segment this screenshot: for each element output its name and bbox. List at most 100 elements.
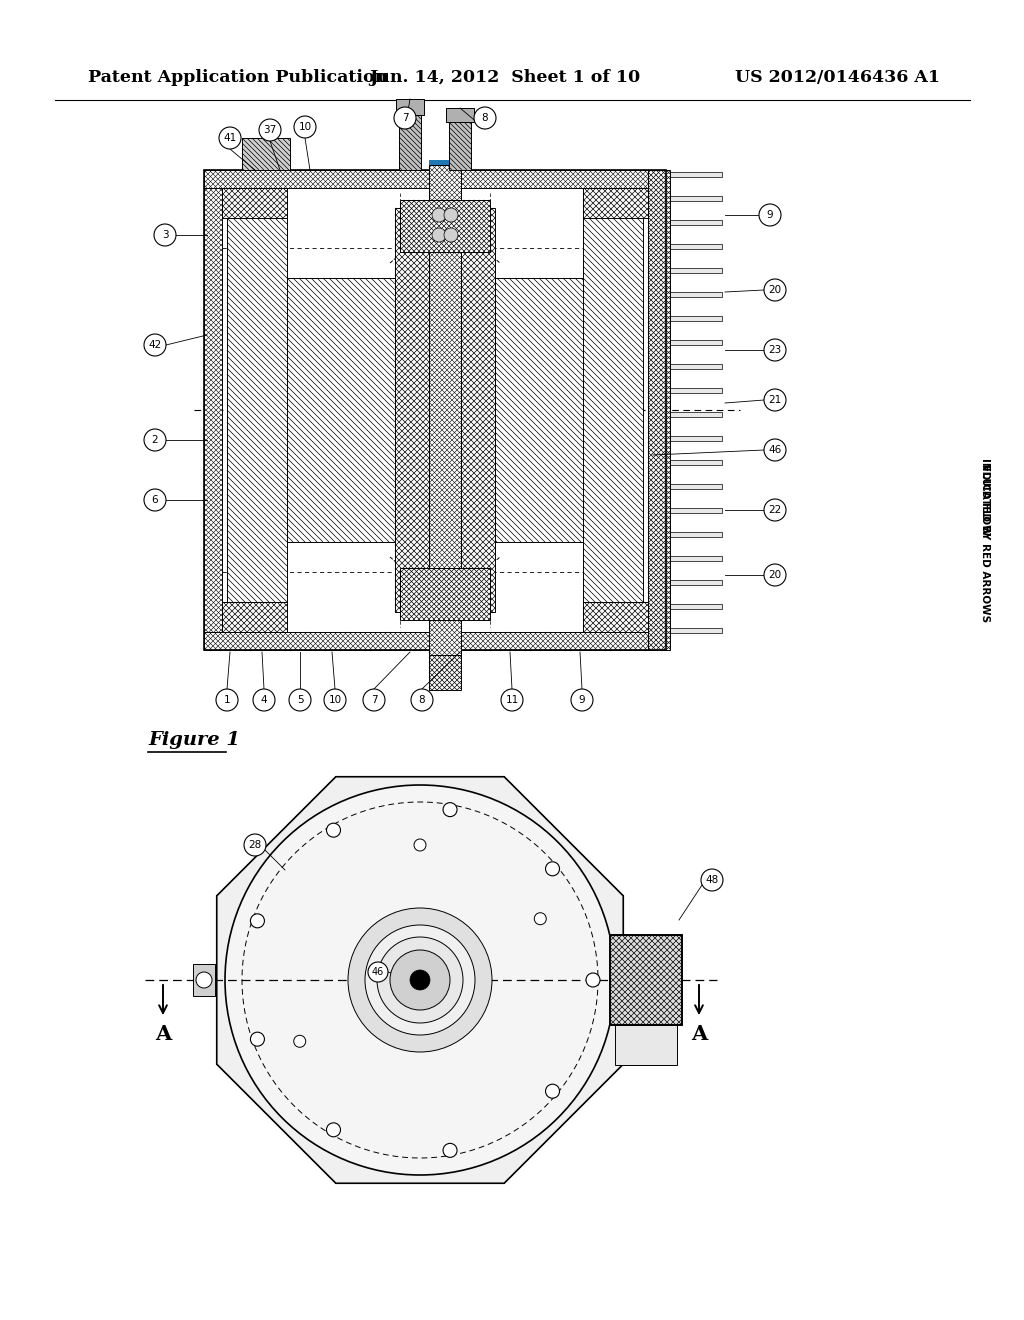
Text: 3: 3 [162, 230, 168, 240]
Bar [242, 139, 290, 170]
FancyBboxPatch shape [446, 108, 474, 121]
Circle shape [546, 1084, 559, 1098]
Circle shape [759, 205, 781, 226]
Circle shape [144, 488, 166, 511]
Text: 42: 42 [148, 341, 162, 350]
Text: 22: 22 [768, 506, 781, 515]
Circle shape [764, 339, 786, 360]
Circle shape [348, 908, 492, 1052]
Circle shape [444, 228, 458, 242]
Text: Patent Application Publication: Patent Application Publication [88, 70, 387, 87]
Bar [670, 364, 722, 370]
Text: 1: 1 [223, 696, 230, 705]
Bar [670, 172, 722, 177]
Circle shape [294, 1035, 306, 1047]
Text: 28: 28 [249, 840, 261, 850]
Text: 8: 8 [481, 114, 488, 123]
Circle shape [289, 689, 311, 711]
Circle shape [764, 499, 786, 521]
Text: 48: 48 [706, 875, 719, 884]
Circle shape [244, 834, 266, 855]
Circle shape [764, 440, 786, 461]
Circle shape [443, 1143, 457, 1158]
Text: 46: 46 [372, 968, 384, 977]
Circle shape [251, 1032, 264, 1047]
Bar [670, 579, 722, 585]
Bar [583, 218, 643, 602]
Circle shape [324, 689, 346, 711]
Circle shape [501, 689, 523, 711]
Circle shape [410, 970, 430, 990]
Text: 4: 4 [261, 696, 267, 705]
Bar [648, 170, 670, 649]
Circle shape [394, 107, 416, 129]
Text: 37: 37 [263, 125, 276, 135]
Circle shape [251, 913, 264, 928]
Circle shape [414, 840, 426, 851]
Circle shape [154, 224, 176, 246]
Text: 46: 46 [768, 445, 781, 455]
Circle shape [444, 209, 458, 222]
Text: INDICATED BY RED ARROWS: INDICATED BY RED ARROWS [980, 458, 990, 622]
Text: 20: 20 [768, 570, 781, 579]
Bar [495, 279, 583, 543]
Bar [227, 218, 287, 602]
Bar [204, 632, 666, 649]
Circle shape [144, 334, 166, 356]
Circle shape [294, 116, 316, 139]
Polygon shape [217, 776, 624, 1183]
Text: 10: 10 [298, 121, 311, 132]
Circle shape [219, 127, 241, 149]
Text: 11: 11 [506, 696, 518, 705]
Circle shape [586, 973, 600, 987]
Bar [222, 187, 287, 218]
Circle shape [365, 925, 475, 1035]
Circle shape [764, 279, 786, 301]
Bar [398, 973, 414, 987]
Bar [670, 459, 722, 465]
Circle shape [259, 119, 281, 141]
Circle shape [225, 785, 615, 1175]
Bar [670, 532, 722, 537]
Bar [670, 508, 722, 513]
Text: 6: 6 [152, 495, 159, 506]
Circle shape [701, 869, 723, 891]
Text: 23: 23 [768, 345, 781, 355]
Bar [670, 628, 722, 634]
Circle shape [432, 228, 446, 242]
Bar [670, 244, 722, 249]
Circle shape [216, 689, 238, 711]
Bar [429, 160, 461, 660]
Bar [204, 170, 666, 187]
Bar [670, 341, 722, 345]
Text: 41: 41 [223, 133, 237, 143]
Text: 2: 2 [152, 436, 159, 445]
Bar [670, 436, 722, 441]
Bar [287, 279, 395, 543]
Text: 9: 9 [579, 696, 586, 705]
Circle shape [432, 209, 446, 222]
Bar [193, 964, 215, 997]
Bar [670, 268, 722, 273]
Bar [583, 187, 648, 218]
Text: A: A [155, 1024, 171, 1044]
Circle shape [390, 950, 450, 1010]
Bar [204, 170, 222, 649]
Circle shape [377, 937, 463, 1023]
Bar [610, 935, 682, 1026]
Bar [204, 170, 666, 649]
Bar [670, 412, 722, 417]
Bar [670, 195, 722, 201]
Circle shape [144, 429, 166, 451]
Circle shape [546, 862, 559, 875]
Text: 21: 21 [768, 395, 781, 405]
Bar [222, 602, 287, 632]
Circle shape [764, 389, 786, 411]
Circle shape [571, 689, 593, 711]
Text: 7: 7 [371, 696, 377, 705]
Text: 20: 20 [768, 285, 781, 294]
Text: Figure 1: Figure 1 [148, 731, 240, 748]
Circle shape [443, 803, 457, 817]
Bar [670, 388, 722, 393]
Bar [615, 1026, 677, 1065]
